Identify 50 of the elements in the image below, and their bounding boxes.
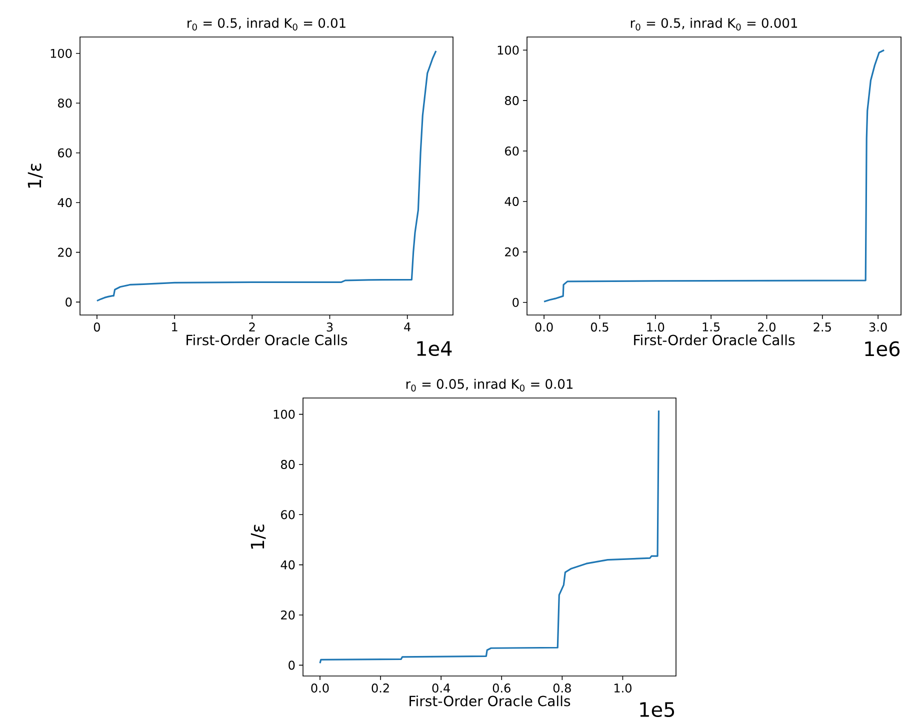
y-tick-label: 20 (281, 610, 295, 620)
text: 1e6 (865, 341, 900, 356)
y-tick-label: 0 (512, 298, 519, 307)
y-tick-label: 40 (504, 196, 519, 206)
x-axis-title: First-Order Oracle Calls (186, 334, 348, 346)
y-tick-label: 0 (288, 660, 295, 670)
x-tick-label: 2.0 (758, 322, 776, 332)
y-tick-label: 80 (281, 460, 295, 470)
x-axis-title: First-Order Oracle Calls (634, 334, 795, 346)
y-axis-title: 1/ε (28, 164, 43, 188)
line-series (543, 49, 885, 302)
x-tick-label: 0.4 (432, 684, 450, 693)
y-tick-label: 100 (274, 410, 295, 419)
y-tick-label: 80 (58, 98, 72, 108)
x-tick-label: 1.0 (614, 684, 632, 693)
x-tick-label: 1.0 (647, 322, 664, 332)
x-tick-label: 0 (94, 322, 100, 332)
chart-title: r$_{0}$ = 0.5, inrad K$_{0}$ = 0.001 (630, 18, 798, 30)
y-tick-label: 60 (58, 148, 72, 158)
x-axis-title: First-Order Oracle Calls (410, 695, 570, 706)
line-series (319, 410, 660, 664)
text: 1e5 (640, 702, 674, 718)
y-tick-label: 100 (498, 46, 519, 55)
x-tick-label: 0.2 (372, 684, 389, 693)
y-tick-label: 100 (50, 48, 72, 58)
y-axis-title: 1/ε (250, 524, 266, 549)
y-tick-label: 80 (505, 96, 519, 106)
x-tick-label: 1.5 (702, 322, 720, 332)
x-tick-label: 3.0 (869, 322, 887, 332)
x-tick-label: 2 (249, 322, 255, 332)
chart-title: r$_{0}$ = 0.05, inrad K$_{0}$ = 0.01 (406, 378, 573, 392)
x-tick-label: 0.0 (535, 322, 553, 332)
y-tick-label: 60 (505, 146, 519, 156)
x-tick-label: 0.5 (590, 322, 608, 332)
x-tick-label: 1 (172, 322, 178, 332)
y-tick-label: 60 (281, 510, 295, 520)
chart-title: r$_{0}$ = 0.5, inrad K$_{0}$ = 0.01 (188, 18, 346, 30)
x-tick-label: 2.5 (814, 322, 831, 332)
y-tick-label: 20 (58, 248, 72, 257)
text: 1e4 (417, 341, 452, 356)
line-series (96, 50, 437, 302)
x-tick-label: 4 (404, 322, 410, 332)
x-tick-label: 0.8 (553, 684, 571, 693)
y-tick-label: 40 (280, 560, 295, 570)
x-tick-label: 0.6 (492, 684, 510, 693)
y-tick-label: 20 (505, 247, 519, 256)
x-tick-label: 3 (326, 322, 333, 332)
y-tick-label: 40 (58, 198, 72, 208)
x-tick-label: 0.0 (311, 684, 329, 693)
y-tick-label: 0 (66, 298, 72, 307)
